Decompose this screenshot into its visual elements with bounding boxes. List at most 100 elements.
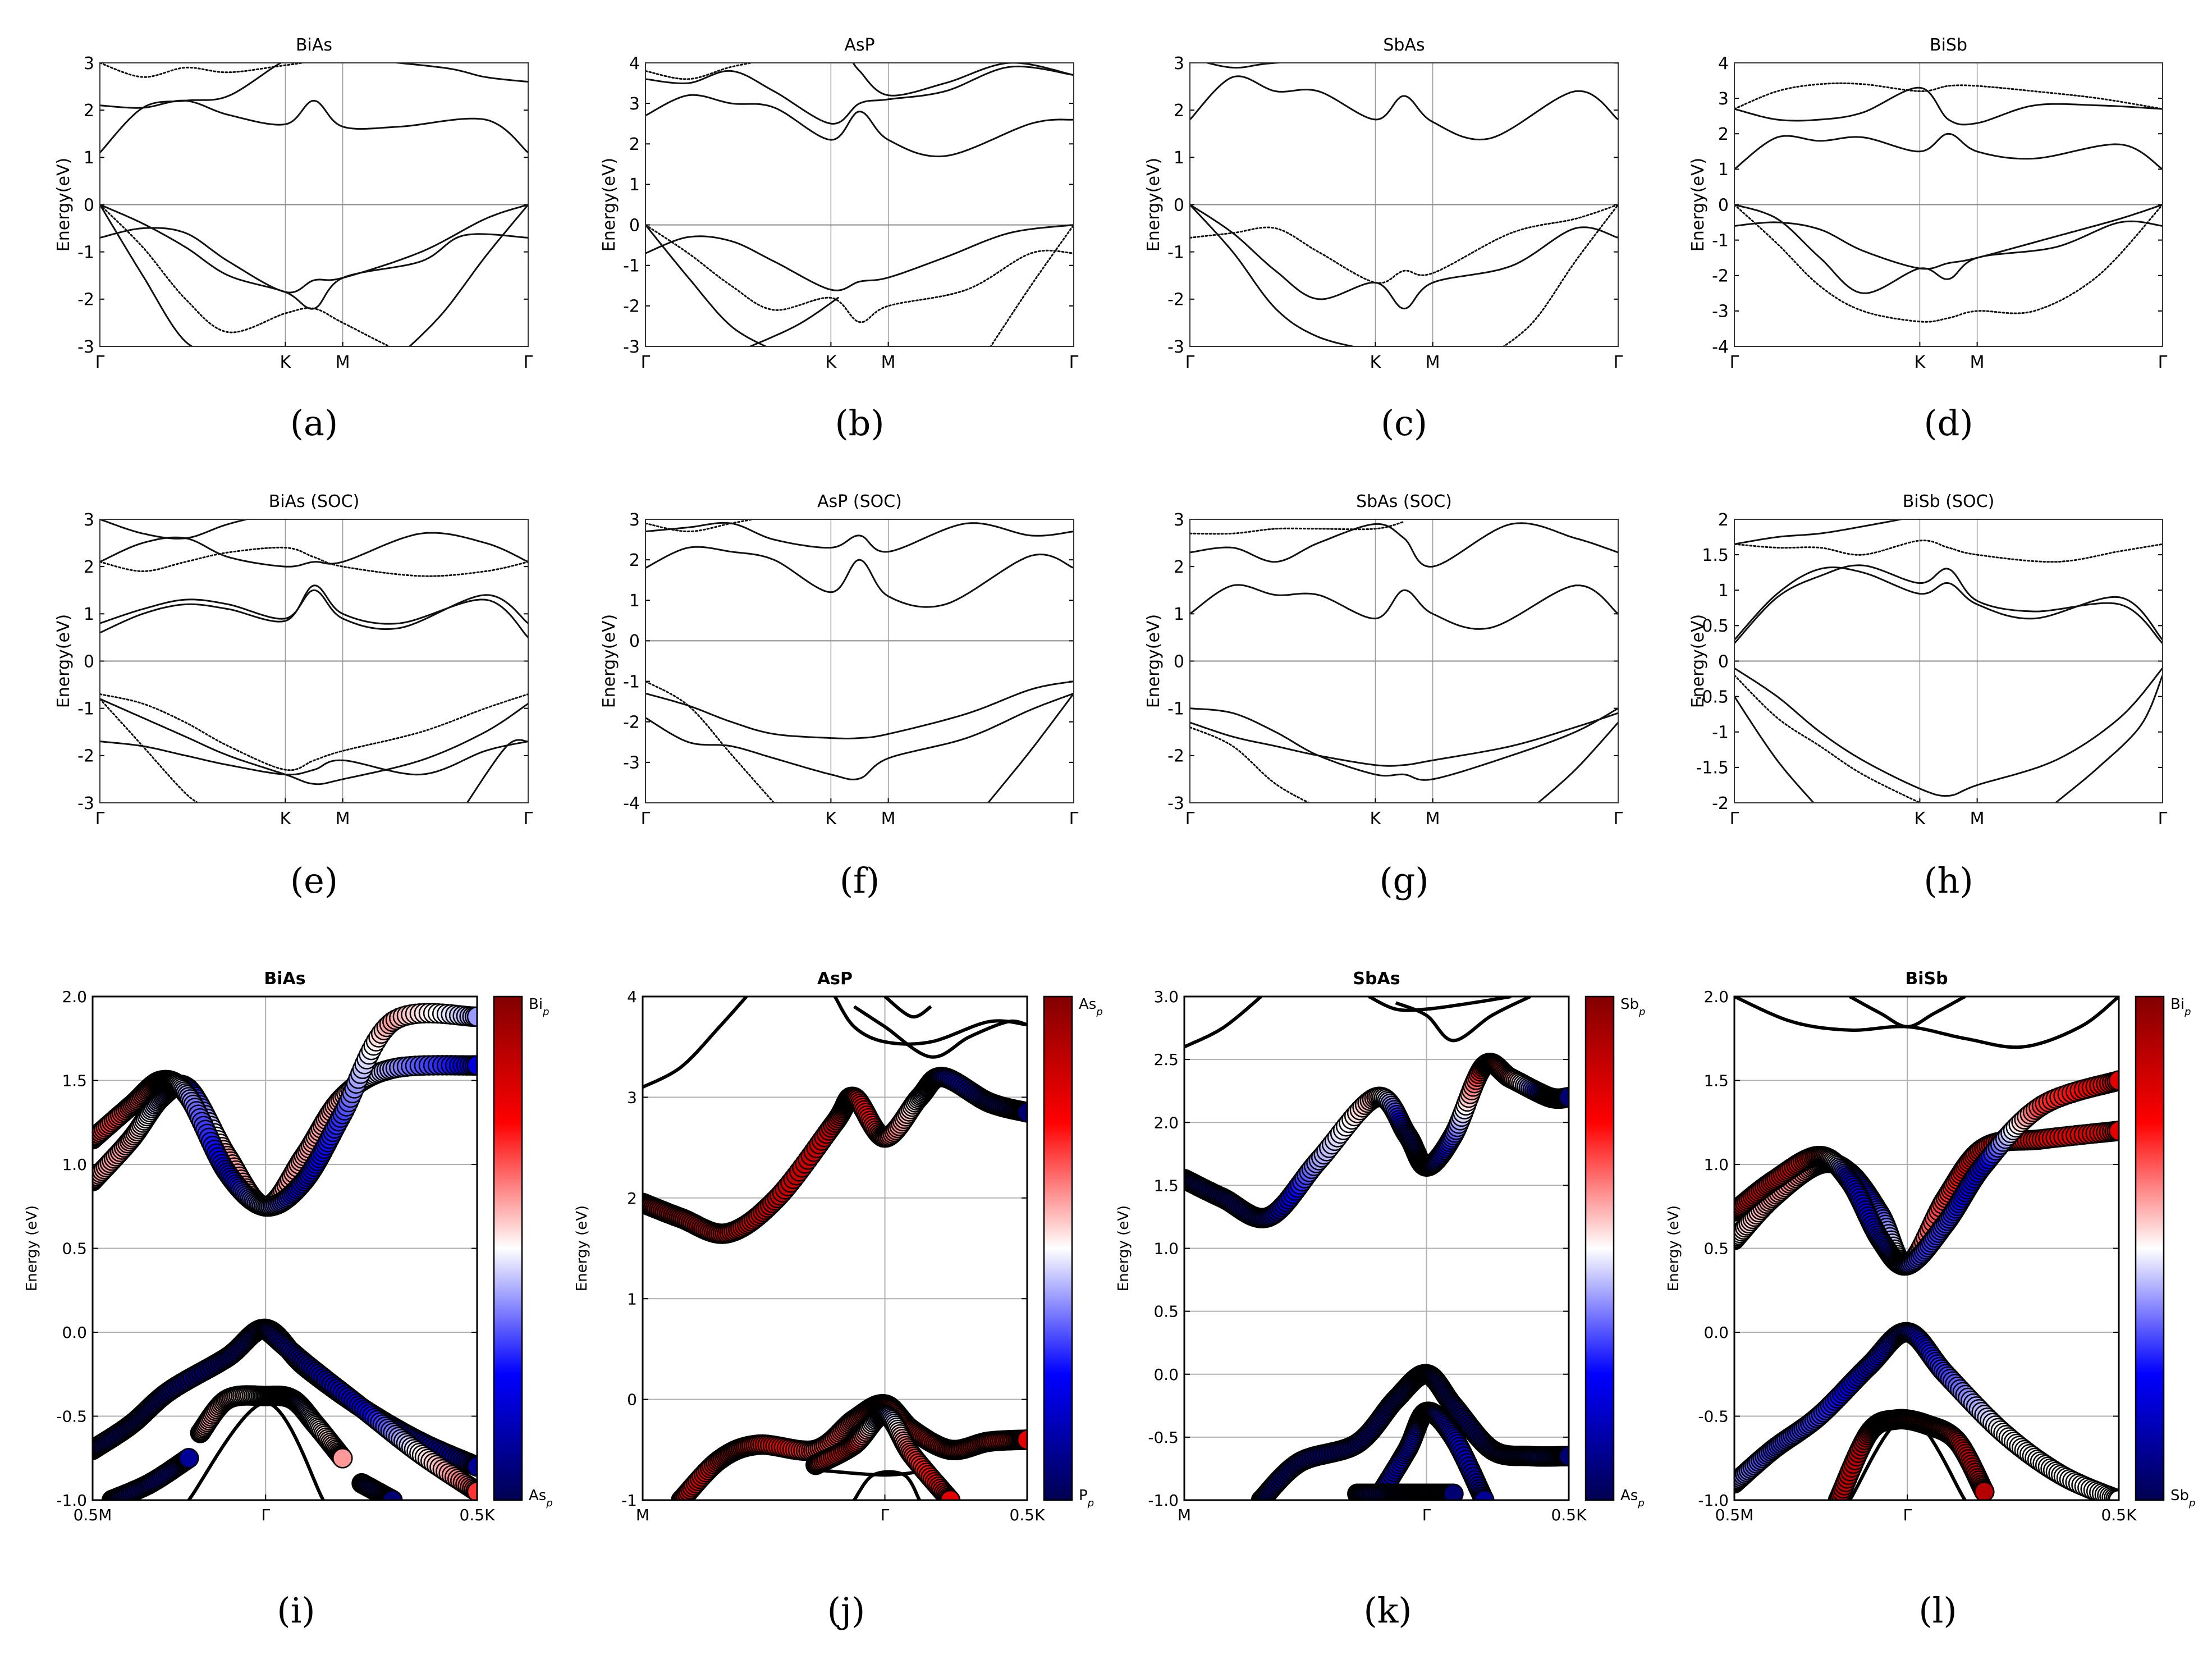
band-line [100,519,250,540]
band-line [2054,674,2163,803]
band-marker [1016,1429,1027,1450]
band-line [1734,204,2163,323]
band-line-black [1184,997,1262,1049]
y-axis-label: Energy (eV) [574,1205,590,1291]
band-line [100,698,200,803]
band-line-black [1848,997,1966,1029]
band-line-black [1734,997,2119,1049]
y-tick-label: -1.0 [1698,1491,1729,1510]
band-panel-b: -3 -2 -1 0 1 2 3 4 Γ K M Γ Energy(eV) AsP (b) [599,35,1079,444]
y-tick-label: 2 [627,1189,637,1208]
y-tick-label: 1.5 [62,1072,87,1090]
subfigure-label: (g) [1379,860,1428,901]
y-tick-label: -0.5 [1148,1428,1179,1447]
band-line [100,546,528,577]
y-tick-label: 1 [629,175,640,195]
x-tick-label: K [1915,353,1926,372]
band-line [748,296,839,346]
y-tick-label: 0 [1174,195,1184,215]
band-line [1734,204,2163,270]
y-tick-label: 4 [629,54,640,74]
x-tick-label: K [1370,809,1382,829]
y-tick-label: 1 [629,591,640,611]
y-tick-label: 0.5 [1153,1302,1179,1321]
y-tick-label: 1 [1174,605,1184,624]
y-tick-label: 1 [627,1290,637,1308]
y-tick-label: 4 [627,988,637,1006]
y-tick-label: 1 [84,148,94,168]
x-tick-label: Γ [641,353,651,372]
y-tick-label: -0.5 [1696,687,1729,707]
band-line [645,522,1074,553]
subfigure-label: (j) [827,1590,865,1631]
x-tick-label: 0.5K [1551,1506,1587,1524]
band-line [645,224,768,346]
x-tick-label: Γ [524,809,533,829]
bands-group [645,63,1074,346]
x-tick-label: M [336,809,350,829]
x-tick-label: Γ [95,809,105,829]
band-line [1190,204,1357,346]
y-axis-label: Energy(eV) [1144,158,1164,252]
y-tick-label: -3 [77,794,94,813]
subfigure-label: (b) [835,403,884,444]
y-tick-label: 2 [1174,101,1184,121]
y-tick-label: -1 [621,1491,637,1510]
band-line [645,94,1074,158]
y-tick-label: -1.5 [1696,758,1729,778]
band-line [645,680,775,803]
y-tick-label: 1 [84,605,94,624]
band-line [1734,86,2163,126]
y-tick-label: 2 [1718,125,1729,144]
band-marker [1558,1087,1569,1108]
x-tick-label: Γ [2158,809,2168,829]
x-tick-label: 0.5K [1010,1506,1046,1524]
x-tick-label: Γ [1069,809,1079,829]
bands-group [643,997,1027,1500]
colorbar [493,995,523,1501]
band-marker [382,1489,403,1500]
band-line [645,692,1074,780]
y-tick-label: 2.0 [1703,988,1729,1006]
y-tick-label: 1 [1718,581,1729,601]
y-tick-label: 0.5 [62,1240,87,1258]
band-line [645,224,1074,291]
y-tick-label: 0 [1174,652,1184,671]
x-tick-label: M [1970,353,1985,372]
bands-group [645,519,1074,803]
band-marker [466,1006,477,1027]
y-axis-label: Energy(eV) [1144,614,1164,708]
band-line [1536,721,1618,803]
projected-band-panel-j: -1 0 1 2 3 4 M Γ 0.5K Energy (eV) AsP Asp Pp (j) [574,969,1103,1631]
x-tick-label: Γ [1730,809,1739,829]
x-tick-label: Γ [881,1506,890,1524]
band-marker [2108,1489,2119,1500]
band-marker [1443,1483,1464,1500]
x-tick-label: Γ [1730,353,1739,372]
subfigure-label: (h) [1924,860,1973,901]
y-axis-label: Energy(eV) [599,158,619,252]
band-line [466,739,528,803]
band-line [987,692,1074,803]
plot-frame [642,995,1028,1501]
bands-group [1734,519,2163,803]
x-tick-label: Γ [1185,809,1195,829]
band-marker [466,1481,477,1500]
y-tick-label: 2.5 [1153,1050,1179,1069]
subfigure-label: (i) [277,1590,315,1631]
band-line [100,99,528,154]
bands-group [1190,520,1618,803]
y-tick-label: -2 [77,747,94,766]
x-tick-label: Γ [1614,353,1623,372]
y-tick-label: -0.5 [56,1407,87,1426]
y-tick-label: -3 [623,753,640,773]
x-tick-label: Γ [95,353,105,372]
x-tick-label: K [1915,809,1926,829]
y-tick-label: 3 [627,1088,637,1107]
y-tick-label: -1.0 [56,1491,87,1510]
band-marker [1974,1481,1995,1500]
band-line [1190,707,1618,781]
panel-title: BiAs (SOC) [269,492,360,511]
y-tick-label: 1 [1174,148,1184,168]
